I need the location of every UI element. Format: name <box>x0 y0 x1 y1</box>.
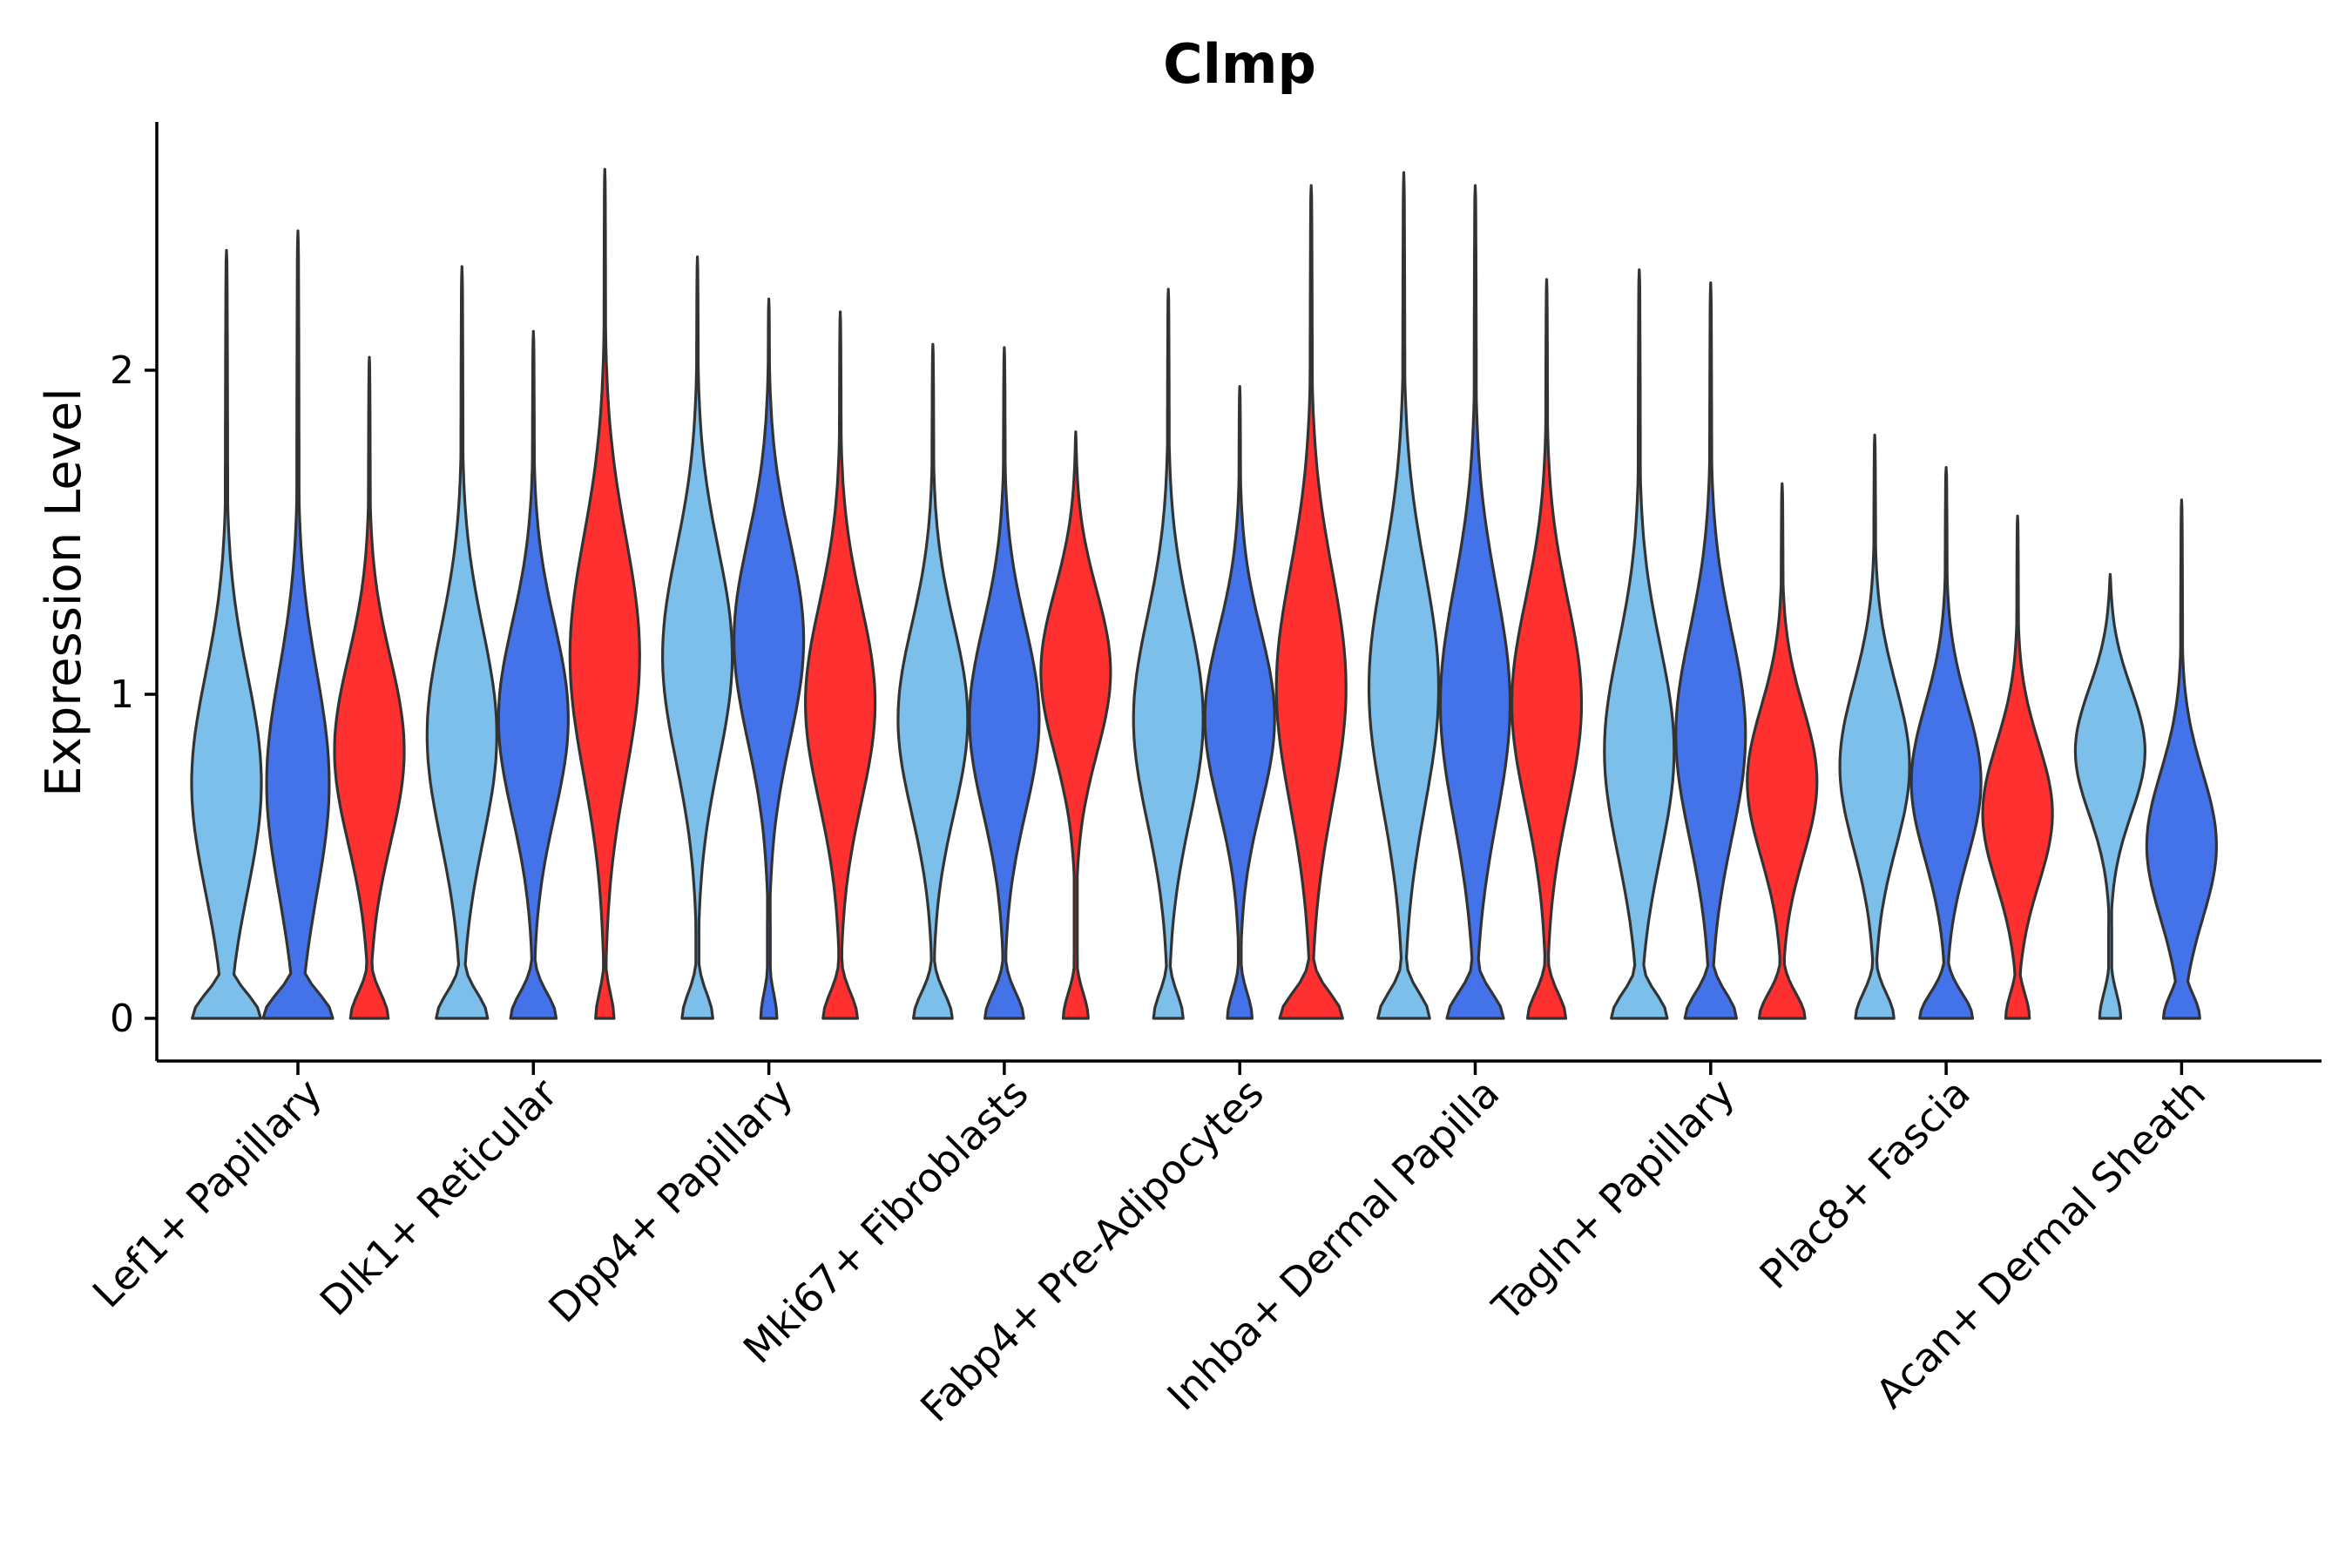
violin <box>896 342 970 1020</box>
chart-title: Clmp <box>1163 32 1316 96</box>
violin <box>1838 433 1911 1020</box>
violin <box>1039 430 1112 1020</box>
violin <box>190 248 263 1020</box>
violin <box>1674 281 1747 1020</box>
violin <box>733 297 806 1020</box>
x-tick-label: Tagln+ Papillary <box>1483 1070 1744 1331</box>
y-tick-label: 2 <box>110 348 134 393</box>
x-tick-label: Dpp4+ Papillary <box>539 1070 801 1332</box>
violin <box>968 346 1041 1020</box>
violin <box>1746 482 1819 1020</box>
y-tick-label: 0 <box>110 997 134 1041</box>
violin <box>568 167 641 1020</box>
violin <box>804 310 877 1020</box>
violin <box>2073 572 2146 1020</box>
violin <box>261 229 335 1020</box>
violin <box>425 265 498 1020</box>
violins <box>190 167 2218 1020</box>
violin <box>333 355 406 1020</box>
violin <box>1603 268 1676 1020</box>
violin <box>497 329 570 1020</box>
violin <box>1274 184 1348 1020</box>
y-axis-label: Expression Level <box>36 388 92 797</box>
x-tick-label: Lef1+ Papillary <box>84 1070 331 1317</box>
violin <box>1909 466 1983 1020</box>
violin <box>661 255 734 1020</box>
violin <box>1438 184 1512 1020</box>
y-tick-label: 1 <box>110 672 134 717</box>
x-tick-label: Dlk1+ Reticular <box>311 1070 566 1325</box>
axes: 0 1 2 <box>110 122 2322 1075</box>
violin <box>1981 514 2054 1020</box>
x-tick-label: Plac8+ Fascia <box>1750 1070 1978 1298</box>
violin <box>1510 278 1584 1020</box>
violin <box>2145 498 2218 1020</box>
violin <box>1367 171 1441 1020</box>
violin <box>1203 385 1276 1020</box>
violin <box>1132 287 1205 1020</box>
